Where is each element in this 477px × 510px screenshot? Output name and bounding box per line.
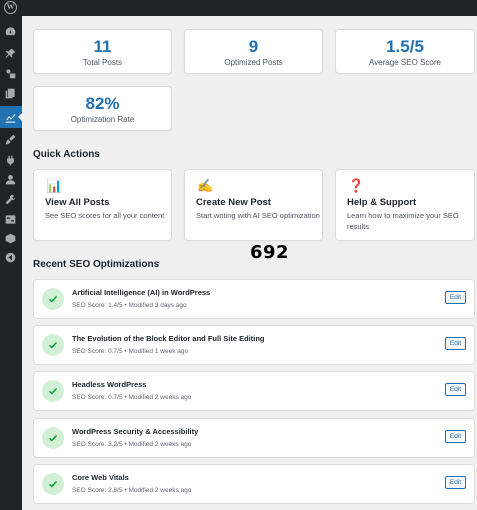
admin-bar: W: [0, 0, 477, 16]
stat-value: 11: [93, 37, 112, 56]
checkmark-icon: [42, 334, 64, 356]
stat-card-optimized-posts: 9 Optimized Posts: [184, 29, 323, 74]
post-meta: SEO Score: 1.4/5 • Modified 3 days ago: [72, 302, 187, 309]
post-title: Headless WordPress: [72, 380, 147, 389]
stat-card-total-posts: 11 Total Posts: [33, 29, 172, 74]
writing-hand-icon: ✍: [197, 178, 214, 193]
post-meta: SEO Score: 3.2/5 • Modified 2 weeks ago: [72, 441, 192, 448]
wordpress-logo-icon[interactable]: W: [4, 1, 17, 14]
quick-actions-heading: Quick Actions: [33, 149, 100, 160]
tools-icon[interactable]: [3, 192, 17, 206]
pin-icon[interactable]: [3, 46, 17, 60]
quick-action-title: Help & Support: [347, 197, 417, 208]
post-meta: SEO Score: 2.8/5 • Modified 2 weeks ago: [72, 487, 192, 494]
edit-button[interactable]: Edit: [445, 476, 466, 489]
media-icon[interactable]: [3, 66, 17, 80]
sidebar-item-seo-active[interactable]: [0, 106, 22, 128]
list-item: Artificial Intelligence (AI) in WordPres…: [33, 279, 475, 319]
appearance-icon[interactable]: [3, 132, 17, 146]
edit-button[interactable]: Edit: [445, 383, 466, 396]
quick-action-view-all-posts[interactable]: 📊 View All Posts See SEO scores for all …: [33, 169, 172, 241]
post-title: Core Web Vitals: [72, 473, 129, 482]
edit-button[interactable]: Edit: [445, 337, 466, 350]
list-item: Headless WordPress SEO Score: 0.7/5 • Mo…: [33, 371, 475, 411]
stat-value: 82%: [85, 94, 120, 113]
quick-action-desc: Learn how to maximize your SEO results: [347, 211, 459, 231]
question-icon: ❓: [348, 178, 365, 193]
stat-value: 1.5/5: [386, 37, 424, 56]
plugins-icon[interactable]: [3, 153, 17, 167]
settings-icon[interactable]: [3, 212, 17, 226]
plugin-cube-icon[interactable]: [3, 231, 17, 245]
quick-action-help-support[interactable]: ❓ Help & Support Learn how to maximize y…: [335, 169, 475, 241]
quick-action-desc: Start writing with AI SEO optimization: [196, 211, 320, 220]
edit-button[interactable]: Edit: [445, 430, 466, 443]
admin-sidebar: [0, 16, 22, 510]
stat-value: 9: [248, 37, 259, 56]
dashboard-icon[interactable]: [3, 24, 17, 38]
checkmark-icon: [42, 380, 64, 402]
pages-icon[interactable]: [3, 86, 17, 100]
post-meta: SEO Score: 0.7/5 • Modified 1 week ago: [72, 348, 189, 355]
quick-action-title: Create New Post: [196, 197, 271, 208]
stat-label: Optimization Rate: [70, 115, 135, 124]
quick-action-desc: See SEO scores for all your content: [45, 211, 165, 220]
stat-card-average-seo-score: 1.5/5 Average SEO Score: [335, 29, 475, 74]
chart-line-icon: [3, 110, 17, 124]
post-title: Artificial Intelligence (AI) in WordPres…: [72, 288, 211, 297]
post-title: WordPress Security & Accessibility: [72, 427, 199, 436]
list-item: Core Web Vitals SEO Score: 2.8/5 • Modif…: [33, 464, 475, 504]
recent-optimizations-heading: Recent SEO Optimizations: [33, 259, 160, 270]
checkmark-icon: [42, 427, 64, 449]
checkmark-icon: [42, 288, 64, 310]
stat-card-optimization-rate: 82% Optimization Rate: [33, 86, 172, 131]
post-meta: SEO Score: 0.7/5 • Modified 2 weeks ago: [72, 394, 192, 401]
bar-chart-icon: 📊: [46, 178, 63, 193]
post-title: The Evolution of the Block Editor and Fu…: [72, 334, 265, 343]
list-item: The Evolution of the Block Editor and Fu…: [33, 325, 475, 365]
active-indicator-arrow: [18, 113, 22, 121]
stat-label: Average SEO Score: [369, 58, 441, 67]
edit-button[interactable]: Edit: [445, 291, 466, 304]
quick-action-title: View All Posts: [45, 197, 110, 208]
collapse-menu-icon[interactable]: [3, 250, 17, 264]
stat-label: Total Posts: [82, 58, 123, 67]
quick-action-create-new-post[interactable]: ✍ Create New Post Start writing with AI …: [184, 169, 323, 241]
users-icon[interactable]: [3, 172, 17, 186]
checkmark-icon: [42, 473, 64, 495]
overlay-number: 692: [250, 242, 290, 263]
list-item: WordPress Security & Accessibility SEO S…: [33, 418, 475, 458]
stat-label: Optimized Posts: [224, 58, 283, 67]
